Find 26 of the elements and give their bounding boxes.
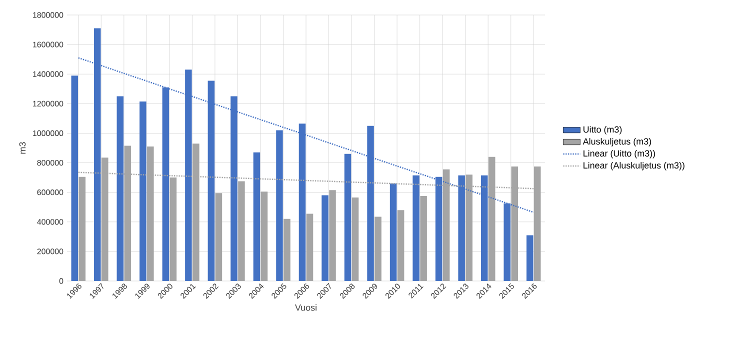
bar bbox=[253, 152, 260, 281]
legend-label: Aluskuljetus (m3) bbox=[582, 138, 652, 146]
bar bbox=[215, 193, 222, 281]
bar bbox=[78, 176, 86, 281]
y-axis-title: m3 bbox=[19, 142, 26, 154]
bar bbox=[352, 198, 359, 281]
bar bbox=[374, 216, 382, 281]
legend-label: Linear (Uitto (m3)) bbox=[584, 150, 656, 158]
bar bbox=[390, 183, 397, 281]
bar bbox=[329, 190, 336, 281]
bar bbox=[276, 130, 283, 281]
bar bbox=[284, 218, 290, 281]
bar bbox=[116, 96, 124, 281]
bar bbox=[322, 195, 328, 281]
bar bbox=[71, 76, 78, 281]
bar bbox=[140, 101, 146, 281]
bar bbox=[260, 192, 268, 281]
bar bbox=[420, 196, 427, 281]
legend-label: Linear (Aluskuljetus (m3)) bbox=[584, 162, 684, 170]
x-axis-title: Vuosi bbox=[295, 304, 316, 311]
bar bbox=[397, 210, 404, 281]
bar bbox=[306, 214, 314, 281]
bar bbox=[344, 154, 352, 281]
bar bbox=[238, 181, 245, 281]
legend-label: Uitto (m3) bbox=[584, 126, 622, 134]
bar bbox=[526, 235, 534, 281]
